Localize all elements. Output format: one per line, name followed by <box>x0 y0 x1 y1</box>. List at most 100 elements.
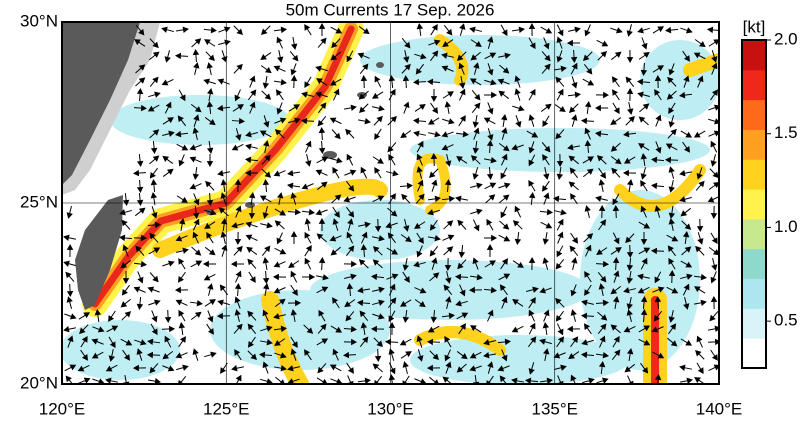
current-arrow <box>429 168 439 179</box>
current-arrow <box>542 154 550 166</box>
current-arrow <box>680 130 693 138</box>
current-arrow <box>696 218 704 233</box>
current-arrow <box>192 205 200 219</box>
current-arrow <box>470 51 481 61</box>
current-arrow <box>149 363 159 374</box>
current-arrow <box>162 117 174 125</box>
current-arrow <box>612 335 620 348</box>
current-arrow <box>612 204 620 219</box>
current-arrow <box>584 284 592 296</box>
current-arrow <box>610 247 622 255</box>
current-arrow <box>346 245 355 257</box>
current-arrow <box>175 235 188 242</box>
current-arrow <box>427 325 440 333</box>
current-arrow <box>374 218 382 233</box>
current-arrow <box>430 152 438 167</box>
current-arrow <box>301 91 314 98</box>
current-arrow <box>539 208 554 216</box>
current-arrow <box>217 104 231 112</box>
current-arrow <box>413 261 426 268</box>
current-arrow <box>595 351 609 359</box>
current-arrow <box>652 26 664 34</box>
current-arrow <box>627 102 634 115</box>
current-arrow <box>416 23 424 37</box>
current-arrow <box>710 205 718 220</box>
current-arrow <box>190 311 202 320</box>
current-arrow <box>613 270 620 283</box>
current-arrow <box>249 101 256 114</box>
current-arrow <box>206 232 214 244</box>
current-arrow <box>556 166 564 180</box>
current-arrow <box>65 375 74 384</box>
current-arrow <box>260 52 272 61</box>
current-arrow <box>528 256 536 271</box>
current-arrow <box>552 195 567 203</box>
current-arrow <box>231 365 244 372</box>
current-arrow <box>664 156 679 164</box>
current-arrow <box>344 273 357 280</box>
current-arrow <box>360 243 368 258</box>
current-arrow <box>148 91 161 98</box>
lat-tick-label: 20°N <box>20 373 58 392</box>
current-arrow <box>610 142 621 152</box>
current-arrow <box>598 283 605 296</box>
current-arrow <box>192 127 199 140</box>
current-arrow <box>132 364 147 372</box>
current-arrow <box>668 218 675 231</box>
current-arrow <box>373 115 383 126</box>
current-arrow <box>555 129 565 140</box>
current-arrow <box>540 221 553 229</box>
current-arrow <box>556 50 563 63</box>
current-arrow <box>456 156 468 164</box>
current-arrow <box>571 114 578 127</box>
current-arrow <box>638 116 649 126</box>
current-arrow <box>651 326 664 333</box>
current-arrow <box>414 221 426 229</box>
current-arrow <box>245 131 258 138</box>
current-arrow <box>640 231 648 246</box>
current-arrow <box>682 50 690 62</box>
current-arrow <box>388 193 396 205</box>
current-arrow <box>571 257 578 270</box>
colorbar-swatch <box>742 189 766 220</box>
current-arrow <box>595 130 609 138</box>
current-arrow <box>387 207 398 217</box>
current-arrow <box>528 88 536 101</box>
current-arrow <box>330 246 341 256</box>
current-arrow <box>262 283 270 296</box>
current-arrow <box>429 245 439 257</box>
current-arrow <box>543 167 550 180</box>
current-arrow <box>417 179 424 192</box>
current-arrow <box>176 195 188 203</box>
current-arrow <box>262 270 270 285</box>
current-arrow <box>543 309 550 322</box>
current-arrow <box>470 155 481 165</box>
current-arrow <box>487 102 494 115</box>
current-arrow <box>582 51 593 61</box>
current-arrow <box>231 222 244 229</box>
current-arrow <box>611 167 621 178</box>
current-arrow <box>401 63 411 74</box>
current-arrow <box>612 256 620 271</box>
current-arrow <box>641 37 648 50</box>
current-arrow <box>287 182 301 190</box>
current-arrow <box>233 245 243 256</box>
current-arrow <box>528 309 536 322</box>
current-arrow <box>121 311 132 321</box>
current-arrow <box>191 246 202 256</box>
current-arrow <box>626 49 634 64</box>
current-arrow <box>514 205 522 218</box>
current-arrow <box>288 260 300 268</box>
current-arrow <box>441 195 455 203</box>
current-arrow <box>487 309 494 322</box>
current-arrow <box>136 179 144 194</box>
current-arrow <box>233 25 243 35</box>
current-arrow <box>680 377 693 384</box>
current-arrow <box>441 131 454 138</box>
current-arrow <box>444 349 451 362</box>
current-arrow <box>610 51 622 61</box>
current-arrow <box>708 246 719 256</box>
current-arrow <box>499 284 508 296</box>
current-arrow <box>441 312 455 320</box>
current-arrow <box>668 323 677 335</box>
